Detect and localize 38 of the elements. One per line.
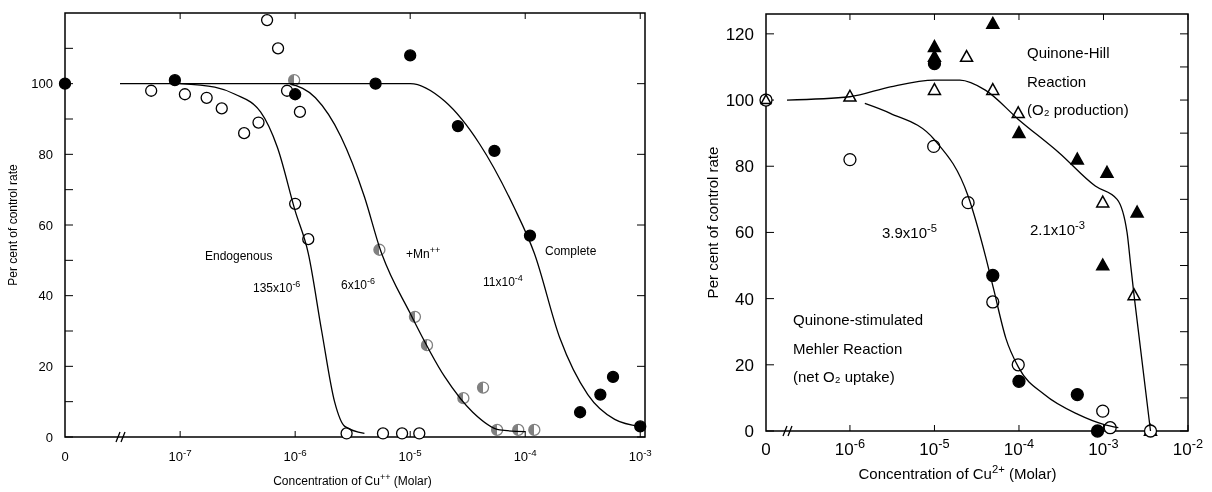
x-tick-label: 10$^{-4}$ — [513, 446, 538, 464]
annotation: Endogenous — [205, 249, 273, 263]
x-tick-label: 10$^{-3}$ — [628, 446, 652, 464]
x-tick-label: 10$^{-6}$ — [283, 446, 307, 464]
x-tick-label: 10$^{-6}$ — [834, 435, 866, 459]
annotation: 135x10$^{-6}$ — [253, 279, 301, 295]
y-tick-label: 60 — [38, 217, 53, 233]
annotation: 11x10$^{-4}$ — [483, 273, 523, 289]
y-tick-label: 20 — [38, 358, 53, 374]
x-tick-label: 0 — [761, 440, 771, 459]
annotation: 6x10$^{-6}$ — [341, 276, 376, 292]
annotation: +Mn$^{++}$ — [406, 245, 441, 261]
x-tick-label: 10$^{-3}$ — [1088, 435, 1119, 459]
y-tick-label: 80 — [735, 157, 754, 177]
annotation: Complete — [545, 244, 597, 258]
x-tick-label: 10$^{-5}$ — [398, 446, 423, 464]
x-tick-label: 10$^{-4}$ — [1003, 435, 1035, 459]
y-tick-label: 80 — [38, 146, 53, 162]
annotation: 3.9x10$^{-5}$ — [882, 222, 938, 241]
annotation: Quinone-Hill Reaction (O₂ production) — [1027, 44, 1129, 118]
y-tick-label: 100 — [31, 76, 53, 92]
y-tick-label: 40 — [38, 288, 53, 304]
y-tick-label: 40 — [735, 289, 754, 309]
y-axis-title: Per cent of control rate — [704, 146, 721, 299]
x-axis-title: Concentration of Cu$^{2+}$ (Molar) — [858, 463, 1057, 482]
y-tick-label: 0 — [744, 421, 754, 441]
x-tick-label: 10$^{-5}$ — [919, 435, 950, 459]
y-axis-title: Per cent of control rate — [6, 163, 20, 286]
y-tick-label: 20 — [735, 355, 754, 375]
y-tick-label: 60 — [735, 223, 754, 243]
x-tick-label: 10$^{-7}$ — [168, 446, 192, 464]
y-tick-label: 100 — [725, 91, 754, 110]
y-tick-label: 120 — [725, 24, 754, 44]
x-tick-label: 10$^{-2}$ — [1172, 435, 1204, 459]
annotation: 2.1x10$^{-3}$ — [1030, 219, 1086, 238]
x-axis-title: Concentration of Cu$^{++}$ (Molar) — [273, 472, 432, 488]
x-tick-label: 0 — [61, 449, 69, 464]
annotation: Quinone-stimulated Mehler Reaction (net O₂ uptake) — [793, 311, 924, 385]
